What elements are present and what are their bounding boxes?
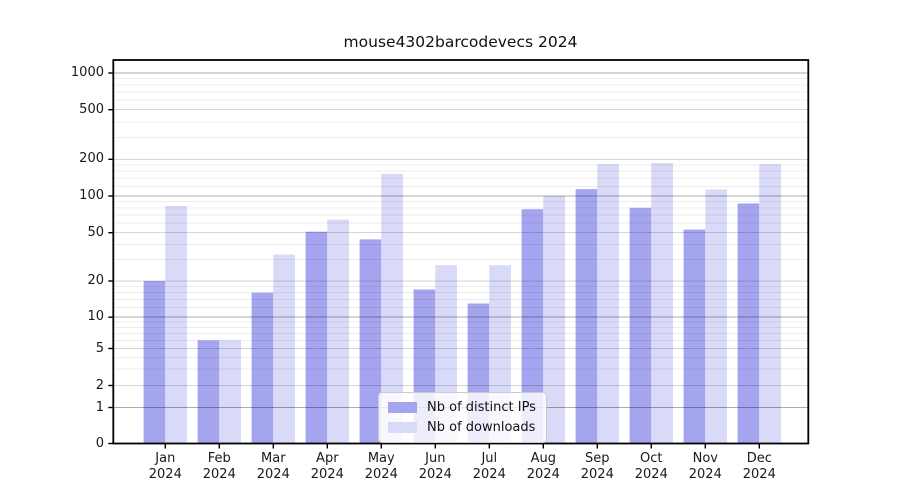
x-tick-month: Oct [640,451,663,466]
legend-swatch-downloads [388,422,417,433]
bar-nb-of-distinct-ips-dec [737,203,760,444]
y-tick-label-50: 50 [87,224,104,240]
y-tick-label-1000: 1000 [70,65,104,80]
y-tick-label-5: 5 [95,340,104,356]
bar-nb-of-downloads-oct [651,163,673,444]
x-tick-label-sep: Sep 2024 [562,451,632,482]
bar-nb-of-downloads-jan [165,205,187,444]
bar-nb-of-distinct-ips-oct [629,207,652,444]
x-tick-month: Jul [481,451,498,466]
x-tick-month: Feb [207,451,231,466]
bar-nb-of-downloads-mar [273,254,295,444]
legend-swatch-distinct-ips [388,402,417,413]
x-tick-month: Jun [425,451,446,466]
legend-label-distinct-ips: Nb of distinct IPs [427,400,536,415]
x-tick-year: 2024 [472,466,506,482]
bar-nb-of-downloads-may [381,173,403,444]
x-tick-label-may: May 2024 [346,451,416,482]
legend-label-downloads: Nb of downloads [427,420,536,435]
bar-nb-of-downloads-feb [219,340,241,444]
bar-nb-of-downloads-sep [597,164,619,444]
y-tick-label-10: 10 [87,309,104,325]
x-tick-label-mar: Mar 2024 [238,451,308,482]
x-tick-month: Dec [746,451,772,466]
x-tick-month: May [367,451,395,466]
x-tick-label-jul: Jul 2024 [454,451,524,482]
x-tick-year: 2024 [148,466,182,482]
x-tick-label-feb: Feb 2024 [184,451,254,482]
x-tick-year: 2024 [256,466,290,482]
bar-nb-of-distinct-ips-jan [143,281,166,444]
bar-nb-of-downloads-apr [327,219,349,444]
x-tick-year: 2024 [634,466,668,482]
x-tick-label-jun: Jun 2024 [400,451,470,482]
x-tick-label-nov: Nov 2024 [670,451,740,482]
bar-nb-of-distinct-ips-nov [683,229,706,444]
plot-frame [112,59,810,445]
x-tick-label-dec: Dec 2024 [724,451,794,482]
x-tick-month: Apr [316,451,339,466]
x-tick-label-aug: Aug 2024 [508,451,578,482]
bar-nb-of-downloads-aug [543,196,565,444]
gridlines-group [113,72,809,408]
x-tick-year: 2024 [418,466,452,482]
bar-nb-of-downloads-nov [705,189,727,444]
chart-title: mouse4302barcodevecs 2024 [343,33,578,51]
legend-item-distinct-ips: Nb of distinct IPs [388,399,536,416]
x-tick-year: 2024 [364,466,398,482]
bar-nb-of-distinct-ips-feb [197,340,220,444]
x-tick-month: Aug [530,451,556,466]
bar-nb-of-distinct-ips-may [359,239,382,444]
bar-nb-of-distinct-ips-apr [305,231,328,444]
y-tick-label-200: 200 [79,151,104,167]
y-tick-label-500: 500 [79,101,104,117]
legend-item-downloads: Nb of downloads [388,419,536,436]
axes-frame-group [108,59,810,449]
x-tick-month: Jan [155,451,176,466]
x-tick-label-oct: Oct 2024 [616,451,686,482]
y-tick-label-20: 20 [87,273,104,288]
y-tick-label-2: 2 [95,377,104,393]
y-tick-label-0: 0 [95,435,104,451]
bar-nb-of-distinct-ips-mar [251,292,274,444]
x-tick-label-jan: Jan 2024 [130,451,200,482]
x-tick-month: Mar [261,451,286,466]
y-tick-label-1: 1 [95,399,104,415]
x-tick-year: 2024 [580,466,614,482]
x-tick-year: 2024 [742,466,776,482]
bar-nb-of-distinct-ips-sep [575,189,598,444]
x-tick-year: 2024 [688,466,722,482]
bar-nb-of-downloads-dec [759,164,781,444]
x-tick-year: 2024 [526,466,560,482]
bar-nb-of-distinct-ips-aug [521,209,544,444]
x-tick-month: Sep [585,451,610,466]
legend: Nb of distinct IPs Nb of downloads [378,392,547,443]
x-tick-month: Nov [692,451,718,466]
x-tick-label-apr: Apr 2024 [292,451,362,482]
y-tick-label-100: 100 [79,188,104,203]
x-tick-year: 2024 [202,466,236,482]
x-tick-year: 2024 [310,466,344,482]
